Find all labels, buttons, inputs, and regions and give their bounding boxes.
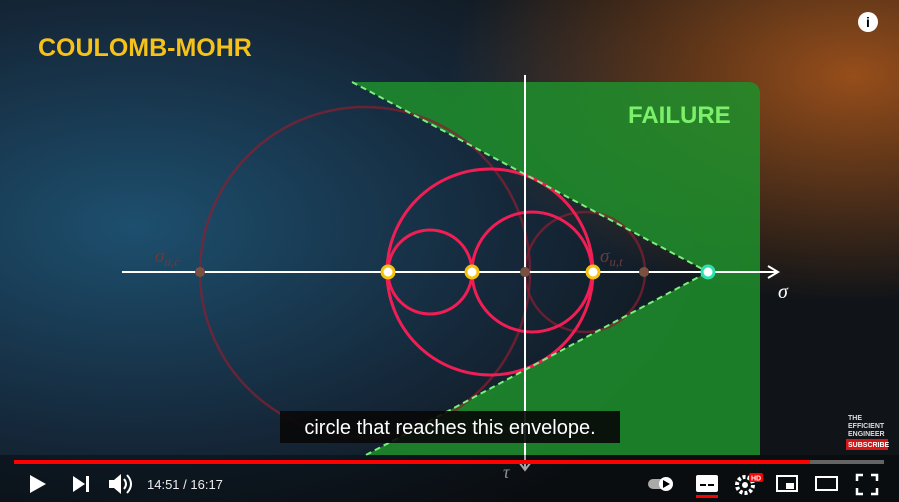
info-button[interactable] xyxy=(858,12,878,32)
info-icon: i xyxy=(866,14,870,30)
subscript: u,t xyxy=(609,254,623,269)
watermark-text: THE xyxy=(848,415,862,422)
next-button[interactable] xyxy=(73,476,89,492)
autoplay-toggle[interactable] xyxy=(648,477,673,491)
tau-label: τ xyxy=(503,462,510,482)
progress-played xyxy=(14,460,810,464)
watermark-text: ENGINEER xyxy=(848,431,885,438)
hd-badge xyxy=(749,473,763,482)
miniplayer-inner xyxy=(786,483,794,489)
faint-point xyxy=(520,267,530,277)
point-label: σu,t xyxy=(600,246,623,269)
axis-arrow xyxy=(518,461,532,472)
cc-line xyxy=(708,484,714,486)
symbol: σ xyxy=(600,246,610,267)
cc-icon xyxy=(696,475,718,492)
subscript: u,c xyxy=(164,254,180,269)
overlay-title: COULOMB-MOHR xyxy=(38,34,252,62)
hd-text: HD xyxy=(751,476,761,483)
settings-button[interactable]: HD xyxy=(735,473,763,495)
watermark-text: EFFICIENT xyxy=(848,423,885,430)
point xyxy=(464,264,480,280)
faint-point xyxy=(195,267,205,277)
volume-button[interactable] xyxy=(109,474,132,494)
miniplayer-icon xyxy=(776,475,798,492)
theater-button[interactable] xyxy=(815,476,838,491)
watermark: THE EFFICIENT ENGINEER SUBSCRIBE xyxy=(846,415,890,450)
speaker-icon xyxy=(109,474,121,494)
time-display: 14:51 / 16:17 xyxy=(147,477,223,492)
sigma-label: σ xyxy=(778,281,789,303)
cc-line xyxy=(700,484,706,486)
points xyxy=(195,264,716,280)
point xyxy=(700,264,716,280)
subscribe-badge xyxy=(846,439,888,450)
captions-button[interactable] xyxy=(696,475,718,498)
cc-active xyxy=(696,495,718,498)
gear-center xyxy=(742,482,748,488)
envelope-line xyxy=(351,81,709,273)
subtitle: circle that reaches this envelope. xyxy=(304,417,595,439)
toggle-icon xyxy=(663,480,670,488)
subtitle-box xyxy=(280,411,620,443)
point-label: σu,c xyxy=(155,246,180,269)
failure-region xyxy=(352,82,760,455)
axis-arrow xyxy=(767,265,780,279)
miniplayer-button[interactable] xyxy=(776,475,798,492)
fullscreen-button[interactable] xyxy=(855,473,879,496)
point xyxy=(585,264,601,280)
faint-point xyxy=(639,267,649,277)
point xyxy=(380,264,396,280)
subscribe-text: SUBSCRIBE xyxy=(848,442,890,449)
gear-icon xyxy=(735,475,755,495)
region-label: FAILURE xyxy=(628,102,731,129)
symbol: σ xyxy=(155,246,165,267)
play-button[interactable] xyxy=(30,475,46,493)
volume-waves xyxy=(123,474,132,494)
